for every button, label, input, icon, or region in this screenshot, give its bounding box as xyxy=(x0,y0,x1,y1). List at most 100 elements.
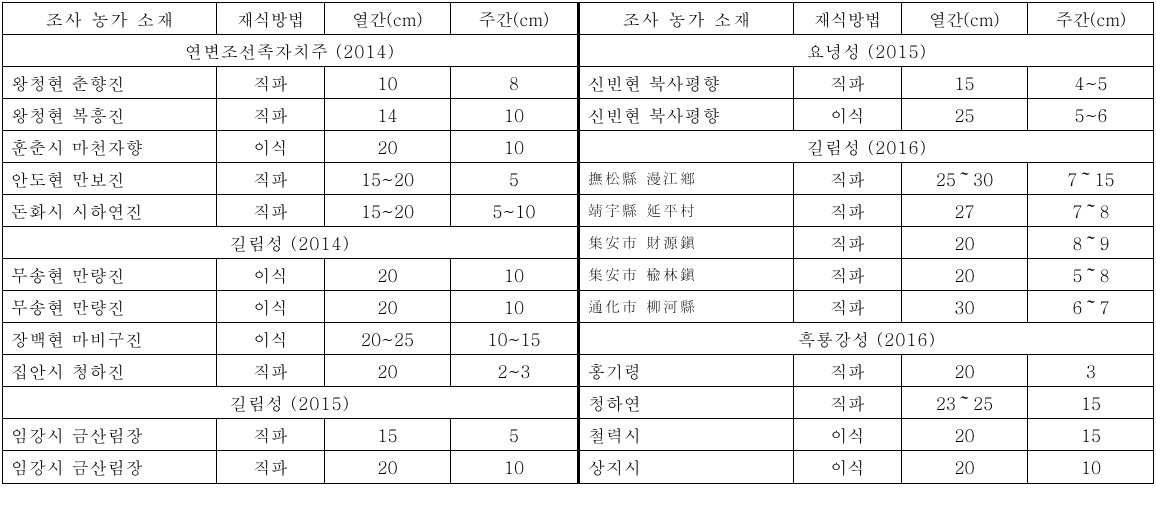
table-row: 훈춘시 마천자향이식2010 xyxy=(3,131,577,163)
cell-row-spacing: 5 xyxy=(451,163,577,194)
cell-method: 직파 xyxy=(794,259,902,290)
cell-location: 훈춘시 마천자향 xyxy=(3,131,217,162)
cell-row-spacing: 15 xyxy=(1028,387,1154,418)
group-header-row: 길림성 (2015) xyxy=(3,387,577,419)
cell-col-spacing: 20 xyxy=(325,451,451,483)
table-header-row: 조사 농가 소재재식방법열간(cm)주간(cm) xyxy=(3,3,577,35)
cell-row-spacing: 10 xyxy=(451,131,577,162)
cell-location: 홍기령 xyxy=(580,355,794,386)
cell-row-spacing: 8 xyxy=(451,67,577,98)
cell-col-spacing: 20 xyxy=(325,291,451,322)
cell-method: 직파 xyxy=(794,195,902,226)
header-col-spacing: 열간(cm) xyxy=(325,3,451,34)
cell-row-spacing: 7～15 xyxy=(1028,163,1154,194)
cell-method: 직파 xyxy=(217,195,325,226)
cell-col-spacing: 20 xyxy=(325,355,451,386)
cell-location: 무송현 만량진 xyxy=(3,291,217,322)
cell-location: 청하연 xyxy=(580,387,794,418)
cell-row-spacing: 10 xyxy=(451,99,577,130)
cell-row-spacing: 8～9 xyxy=(1028,227,1154,258)
table-row: 신빈현 북사평향이식255~6 xyxy=(580,99,1154,131)
cell-method: 직파 xyxy=(217,355,325,386)
cell-location: 장백현 마비구진 xyxy=(3,323,217,354)
cell-row-spacing: 6～7 xyxy=(1028,291,1154,322)
cell-row-spacing: 5 xyxy=(451,419,577,450)
cell-location: 안도현 만보진 xyxy=(3,163,217,194)
cell-method: 직파 xyxy=(217,419,325,450)
group-header-row: 흑룡강성 (2016) xyxy=(580,323,1154,355)
cell-col-spacing: 25 xyxy=(902,99,1028,130)
header-location: 조사 농가 소재 xyxy=(3,3,217,34)
cell-col-spacing: 20 xyxy=(325,131,451,162)
table-row: 무송현 만량진이식2010 xyxy=(3,291,577,323)
cell-method: 이식 xyxy=(217,291,325,322)
table-row: 무송현 만량진이식2010 xyxy=(3,259,577,291)
cell-row-spacing: 10~15 xyxy=(451,323,577,354)
cell-col-spacing: 15 xyxy=(325,419,451,450)
cell-row-spacing: 3 xyxy=(1028,355,1154,386)
cell-col-spacing: 20 xyxy=(902,259,1028,290)
cell-location: 왕청현 복흥진 xyxy=(3,99,217,130)
cell-col-spacing: 15 xyxy=(902,67,1028,98)
cell-method: 이식 xyxy=(794,419,902,450)
cell-location: 通化市 柳河縣 xyxy=(580,291,794,322)
cell-col-spacing: 15~20 xyxy=(325,163,451,194)
table-left-half: 조사 농가 소재재식방법열간(cm)주간(cm)연변조선족자치주 (2014) 왕… xyxy=(3,3,580,483)
cell-col-spacing: 20 xyxy=(902,355,1028,386)
table-row: 철력시이식2015 xyxy=(580,419,1154,451)
header-col-spacing: 열간(cm) xyxy=(902,3,1028,34)
cell-location: 돈화시 시하연진 xyxy=(3,195,217,226)
cell-row-spacing: 5~10 xyxy=(451,195,577,226)
cell-row-spacing: 10 xyxy=(1028,451,1154,483)
cell-method: 직파 xyxy=(217,67,325,98)
group-title: 길림성 (2016) xyxy=(580,131,1154,162)
group-header-row: 연변조선족자치주 (2014) xyxy=(3,35,577,67)
header-method: 재식방법 xyxy=(217,3,325,34)
table-right-half: 조사 농가 소재재식방법열간(cm)주간(cm)요녕성 (2015)신빈현 북사… xyxy=(580,3,1154,483)
table-row: 通化市 柳河縣직파306～7 xyxy=(580,291,1154,323)
cell-row-spacing: 10 xyxy=(451,259,577,290)
cell-row-spacing: 5~6 xyxy=(1028,99,1154,130)
data-table: 조사 농가 소재재식방법열간(cm)주간(cm)연변조선족자치주 (2014) 왕… xyxy=(2,2,1154,484)
cell-location: 상지시 xyxy=(580,451,794,483)
cell-method: 직파 xyxy=(794,291,902,322)
cell-location: 철력시 xyxy=(580,419,794,450)
group-header-row: 길림성 (2014) xyxy=(3,227,577,259)
cell-col-spacing: 30 xyxy=(902,291,1028,322)
header-location: 조사 농가 소재 xyxy=(580,3,794,34)
cell-method: 이식 xyxy=(217,131,325,162)
cell-col-spacing: 20~25 xyxy=(325,323,451,354)
cell-col-spacing: 20 xyxy=(902,451,1028,483)
cell-method: 직파 xyxy=(794,355,902,386)
cell-col-spacing: 10 xyxy=(325,67,451,98)
cell-method: 이식 xyxy=(794,99,902,130)
cell-col-spacing: 15~20 xyxy=(325,195,451,226)
table-row: 청하연직파23～2515 xyxy=(580,387,1154,419)
cell-method: 이식 xyxy=(217,259,325,290)
cell-row-spacing: 7～8 xyxy=(1028,195,1154,226)
cell-location: 임강시 금산림장 xyxy=(3,419,217,450)
cell-method: 이식 xyxy=(794,451,902,483)
group-title: 길림성 (2014) xyxy=(3,227,577,258)
cell-method: 직파 xyxy=(794,67,902,98)
cell-row-spacing: 10 xyxy=(451,451,577,483)
group-title: 길림성 (2015) xyxy=(3,387,577,418)
group-title: 요녕성 (2015) xyxy=(580,35,1154,66)
cell-location: 무송현 만량진 xyxy=(3,259,217,290)
group-title: 흑룡강성 (2016) xyxy=(580,323,1154,354)
cell-location: 撫松縣 漫江鄕 xyxy=(580,163,794,194)
table-row: 集安市 財源鎭직파208～9 xyxy=(580,227,1154,259)
cell-row-spacing: 2~3 xyxy=(451,355,577,386)
table-row: 撫松縣 漫江鄕직파25～307～15 xyxy=(580,163,1154,195)
table-row: 집안시 청하진직파202~3 xyxy=(3,355,577,387)
cell-method: 직파 xyxy=(794,387,902,418)
group-header-row: 요녕성 (2015) xyxy=(580,35,1154,67)
table-row: 상지시이식2010 xyxy=(580,451,1154,483)
table-row: 돈화시 시하연진직파15~205~10 xyxy=(3,195,577,227)
cell-location: 신빈현 북사평향 xyxy=(580,99,794,130)
cell-method: 직파 xyxy=(794,227,902,258)
cell-location: 집안시 청하진 xyxy=(3,355,217,386)
cell-location: 集安市 財源鎭 xyxy=(580,227,794,258)
cell-location: 임강시 금산림장 xyxy=(3,451,217,483)
cell-method: 직파 xyxy=(794,163,902,194)
